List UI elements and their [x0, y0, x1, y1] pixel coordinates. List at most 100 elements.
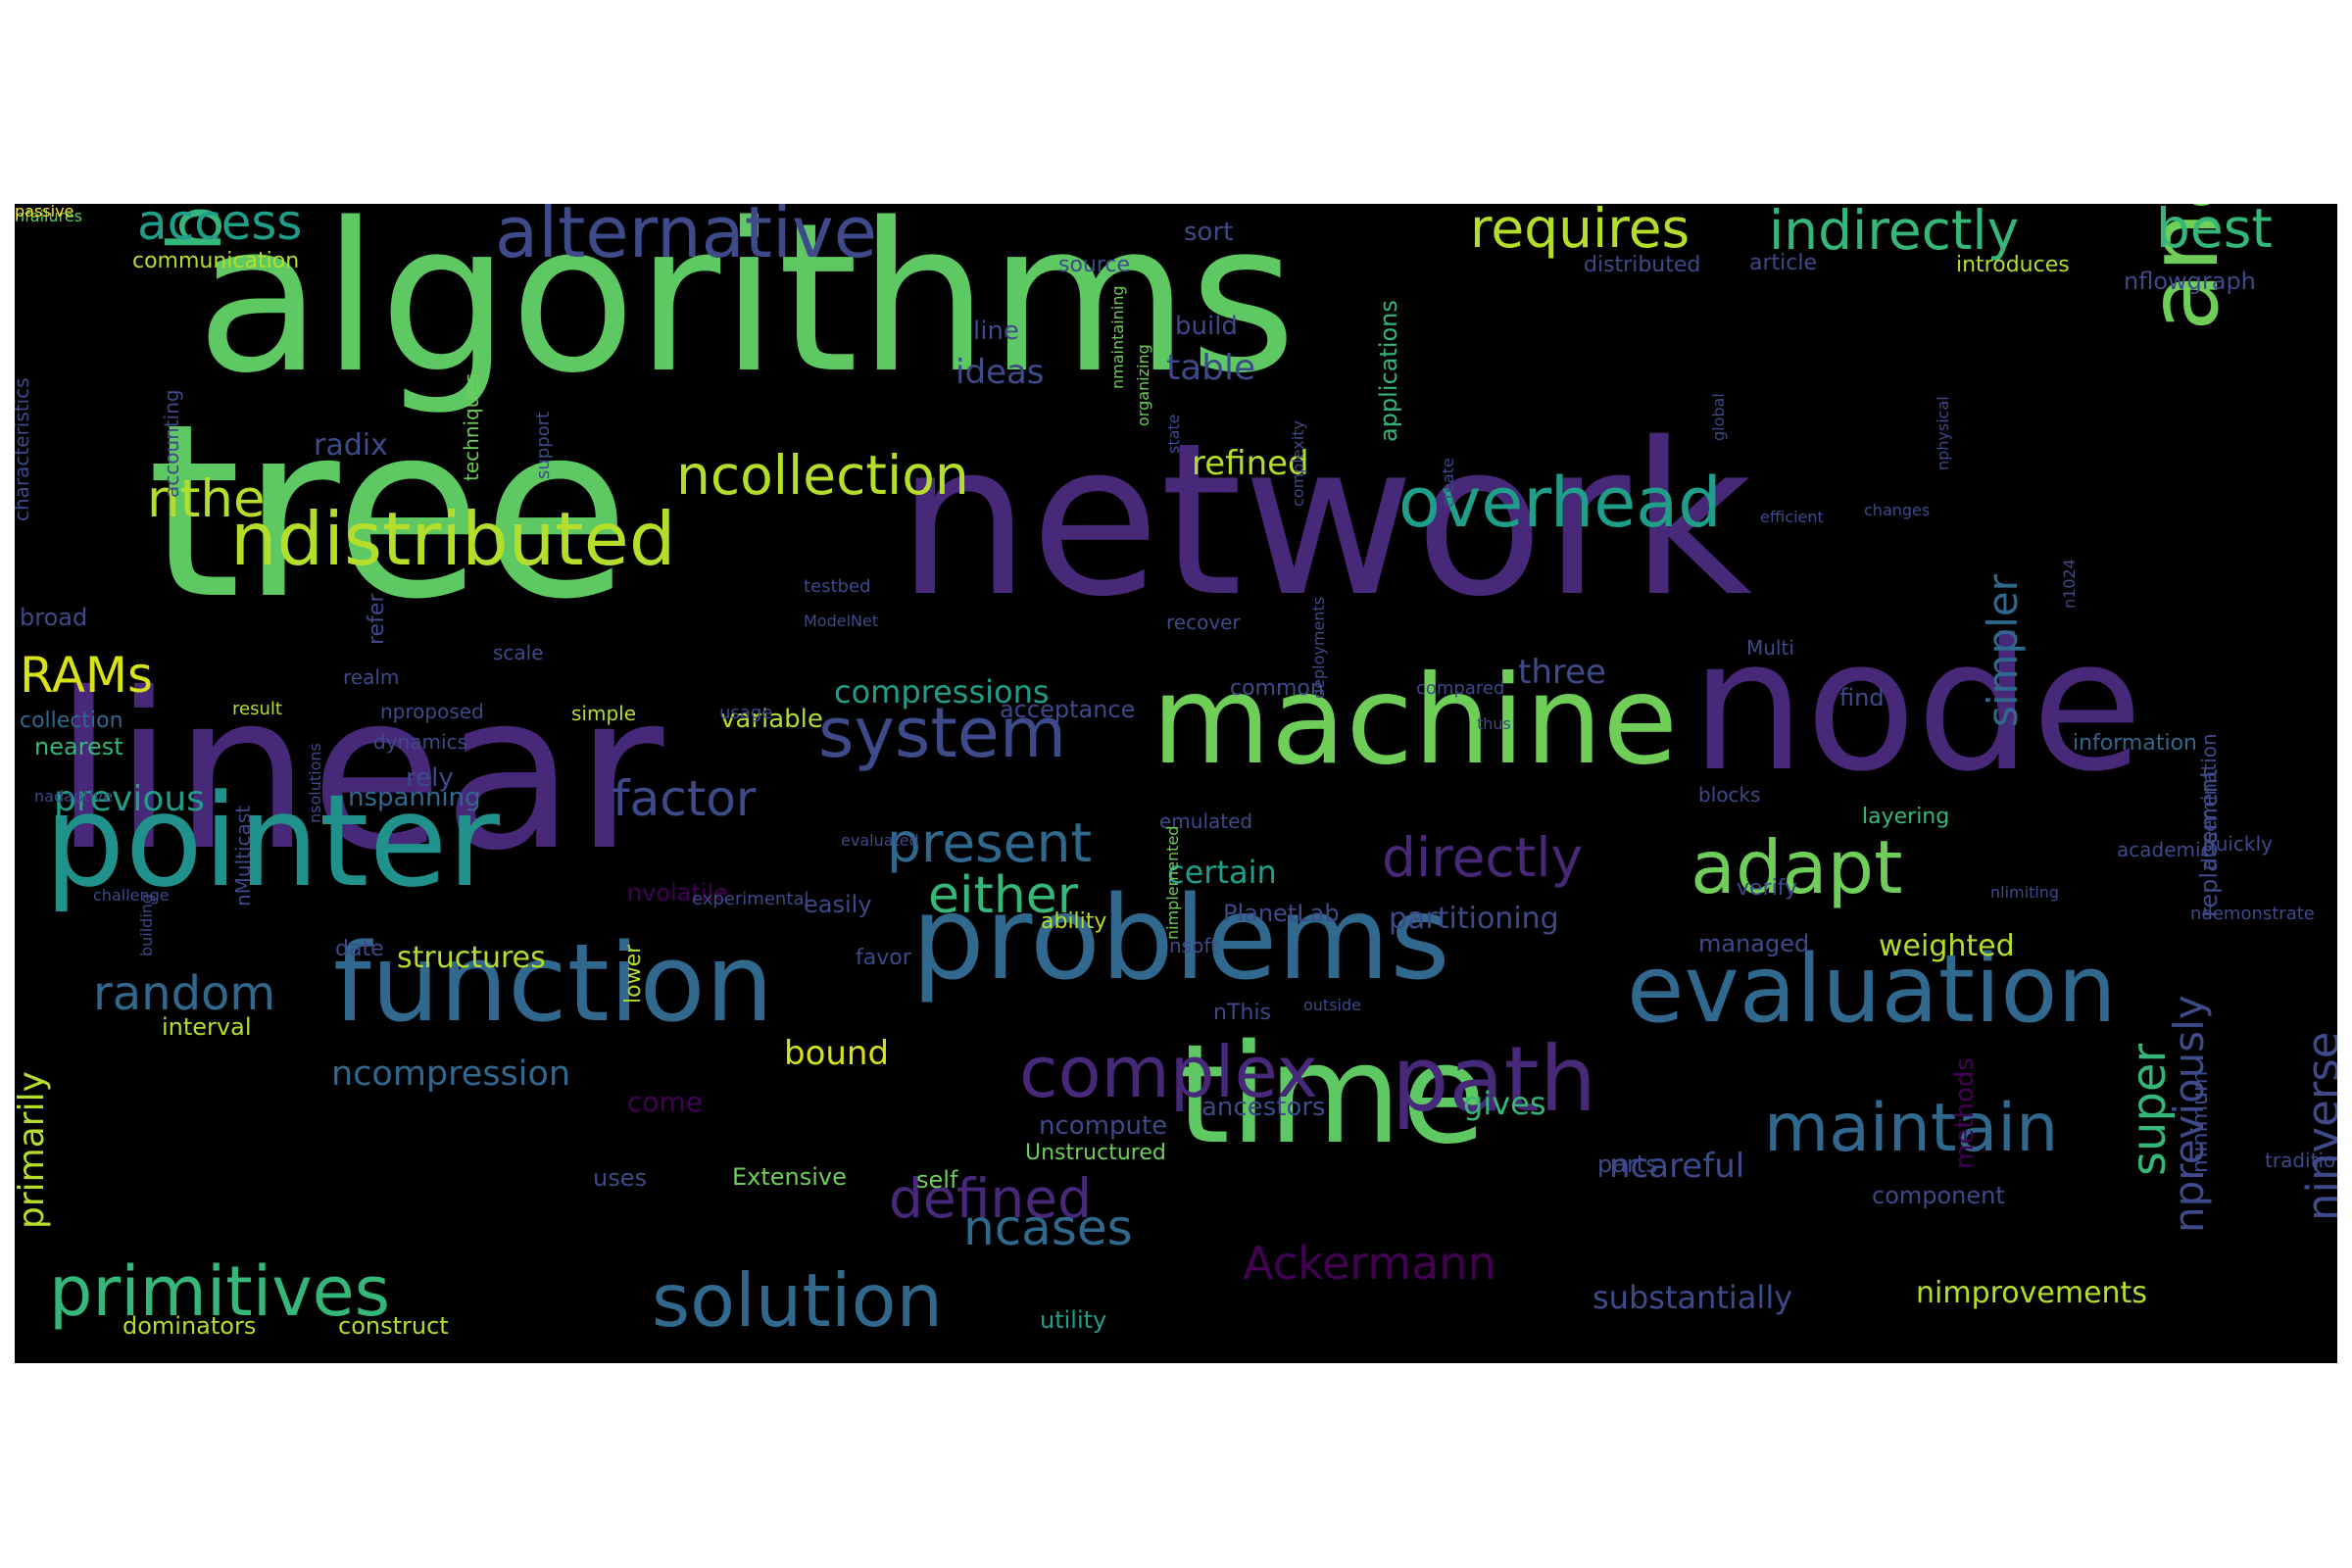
word-problems: problems [911, 870, 1450, 1005]
word-nthe: nthe [147, 469, 266, 529]
word-nearest: nearest [34, 733, 123, 760]
word-ideas: ideas [956, 353, 1045, 392]
word-broad: broad [20, 604, 88, 631]
word-minimum: minimum [2188, 1070, 2213, 1173]
word-nphysical: nphysical [1934, 396, 1952, 470]
word-ackermann: Ackermann [1243, 1237, 1496, 1290]
word-complex: complex [1019, 1031, 1319, 1113]
word-scale: scale [493, 641, 544, 664]
word-rely: rely [406, 763, 454, 793]
word-n1024: n1024 [2060, 559, 2079, 609]
word-global: global [1709, 393, 1728, 441]
word-tree: tree [147, 372, 630, 652]
word-nimplemented: nimplemented [1163, 825, 1182, 940]
word-nfailures: nfailures [15, 207, 83, 225]
word-nspanning: nspanning [348, 783, 481, 812]
word-ncompute: ncompute [1039, 1111, 1168, 1141]
word-state: state [1164, 414, 1183, 454]
word-methods: methods [1950, 1057, 1980, 1169]
word-random: random [93, 966, 276, 1021]
word-variable: variable [720, 705, 823, 734]
word-primitives: primitives [49, 1251, 391, 1332]
word-path: path [1392, 1027, 1597, 1132]
word-sort: sort [1184, 218, 1234, 247]
word-introduces: introduces [1956, 253, 2070, 277]
word-nmaintaining: nmaintaining [1108, 285, 1127, 389]
word-multi: Multi [1746, 636, 1794, 660]
word-table: table [1166, 348, 1256, 388]
word-substantially: substantially [1592, 1279, 1793, 1316]
word-lower: lower [621, 944, 646, 1004]
word-ninverse: ninverse [2297, 1031, 2337, 1222]
word-previous: previous [54, 779, 205, 819]
word-cloud: algorithms tree network linear node machine po… [15, 204, 2337, 1363]
word-nflowgraph: nflowgraph [2124, 268, 2256, 295]
word-managed: managed [1698, 930, 1810, 957]
word-compared: compared [1416, 678, 1505, 699]
word-ncareful: ncareful [1609, 1147, 1745, 1186]
word-machine: machine [1152, 650, 1679, 792]
word-come: come [627, 1086, 704, 1118]
word-complexity: complexity [1289, 420, 1307, 507]
word-factor: factor [612, 770, 757, 827]
word-changes: changes [1864, 501, 1931, 519]
word-solution: solution [652, 1257, 943, 1344]
word-extensive: Extensive [732, 1163, 847, 1191]
word-pointer: pointer [44, 766, 500, 915]
word-ncases: ncases [963, 1200, 1133, 1256]
word-access: access [137, 204, 303, 251]
word-dynamics: dynamics [373, 730, 467, 754]
word-verify: verify [1737, 876, 1798, 901]
word-interval: interval [162, 1013, 252, 1041]
word-ndemonstrate: ndemonstrate [2190, 904, 2315, 924]
word-parts: parts [1597, 1151, 1658, 1178]
word-modelnet: ModelNet [804, 612, 879, 630]
word-characteristics: characteristics [15, 377, 33, 521]
word-best: best [2156, 204, 2273, 260]
word-building: building [137, 893, 156, 956]
word-common: common [1230, 676, 1324, 701]
word-partitioning: partitioning [1389, 902, 1559, 936]
word-function: function [333, 920, 774, 1046]
word-time: time [1176, 1015, 1487, 1175]
word-thus: thus [1477, 714, 1511, 733]
word-either: either [928, 866, 1079, 925]
word-nmulticast: nMulticast [231, 805, 255, 906]
word-planetlab: PlanetLab [1223, 900, 1340, 927]
word-find: find [1839, 684, 1885, 711]
word-nlimiting: nlimiting [1990, 883, 2060, 902]
word-efficient: efficient [1760, 508, 1824, 526]
word-quickly: quickly [2203, 832, 2273, 856]
word-node: node [1690, 600, 2143, 811]
word-passive: passive [15, 204, 74, 220]
word-ndistributed: ndistributed [230, 496, 676, 582]
word-line: line [973, 317, 1019, 346]
word-utility: utility [1040, 1306, 1107, 1334]
word-outside: outside [1303, 996, 1361, 1014]
word-dominators: dominators [122, 1312, 257, 1340]
word-adapt: adapt [1690, 824, 1903, 910]
word-blocks: blocks [1698, 783, 1761, 807]
word-nthis: nThis [1213, 1001, 1271, 1025]
word-present: present [887, 811, 1093, 874]
word-directly: directly [1382, 826, 1584, 889]
word-maintain: maintain [1764, 1090, 2059, 1167]
word-communication: communication [132, 249, 300, 273]
word-refined: refined [1192, 444, 1309, 483]
word-traditional: traditional [2265, 1149, 2337, 1172]
word-support: support [533, 411, 554, 479]
word-testbed: testbed [804, 576, 871, 597]
word-defined: defined [889, 1167, 1093, 1230]
word-requires: requires [1470, 204, 1690, 260]
word-overhead: overhead [1398, 463, 1722, 543]
word-nsolutions: nsolutions [306, 743, 324, 823]
word-layering: layering [1862, 805, 1950, 829]
word-emulated: emulated [1159, 809, 1253, 833]
word-challenge: challenge [93, 886, 170, 905]
word-acceptance: acceptance [1000, 696, 1136, 723]
word-collection: collection [20, 709, 123, 733]
word-nsoft: nsoft [1169, 934, 1218, 957]
word-network: network [897, 397, 1753, 643]
word-ncompression: ncompression [331, 1054, 571, 1094]
word-rams: RAMs [20, 647, 154, 704]
